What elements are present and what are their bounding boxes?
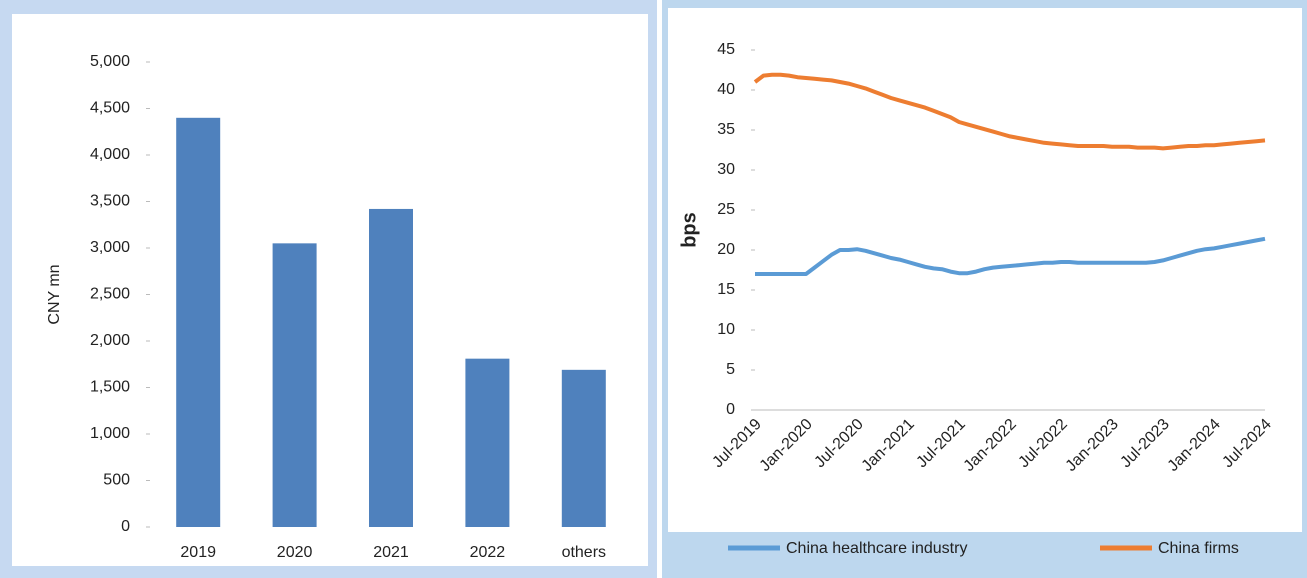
y-tick-label: 35 xyxy=(717,121,735,138)
y-tick-label: 2,000 xyxy=(90,332,130,349)
bar xyxy=(176,117,221,528)
y-axis-label: bps xyxy=(678,212,700,248)
y-tick-label: 5,000 xyxy=(90,53,130,70)
line-series xyxy=(753,72,1266,151)
legend-label: China healthcare industry xyxy=(786,540,967,557)
x-tick-label: 2019 xyxy=(180,544,216,561)
y-tick-label: 0 xyxy=(121,518,130,535)
y-tick-label: 2,500 xyxy=(90,286,130,303)
y-axis-label: CNY mn xyxy=(46,264,63,324)
x-tick-label: 2022 xyxy=(470,544,506,561)
bar xyxy=(369,208,413,527)
y-tick-label: 4,500 xyxy=(90,100,130,117)
y-tick-label: 3,000 xyxy=(90,239,130,256)
y-tick-label: 10 xyxy=(717,321,735,338)
bar xyxy=(561,369,606,527)
bar xyxy=(465,358,510,527)
x-tick-label: 2021 xyxy=(373,544,409,561)
y-tick-label: 25 xyxy=(717,201,735,218)
x-tick-label: 2020 xyxy=(277,544,313,561)
y-tick-label: 1,000 xyxy=(90,425,130,442)
y-tick-label: 4,000 xyxy=(90,146,130,163)
y-tick-label: 1,500 xyxy=(90,379,130,396)
y-tick-label: 40 xyxy=(717,81,735,98)
y-tick-label: 3,500 xyxy=(90,193,130,210)
bar xyxy=(272,243,317,527)
y-tick-label: 20 xyxy=(717,241,735,258)
legend-label: China firms xyxy=(1158,540,1239,557)
y-tick-label: 500 xyxy=(103,472,130,489)
x-tick-label: others xyxy=(562,544,606,561)
left-plot-bg xyxy=(12,14,648,566)
line-series xyxy=(755,236,1266,276)
y-tick-label: 30 xyxy=(717,161,735,178)
y-tick-label: 5 xyxy=(726,361,735,378)
y-tick-label: 0 xyxy=(726,401,735,418)
y-tick-label: 15 xyxy=(717,281,735,298)
y-tick-label: 45 xyxy=(717,41,735,58)
